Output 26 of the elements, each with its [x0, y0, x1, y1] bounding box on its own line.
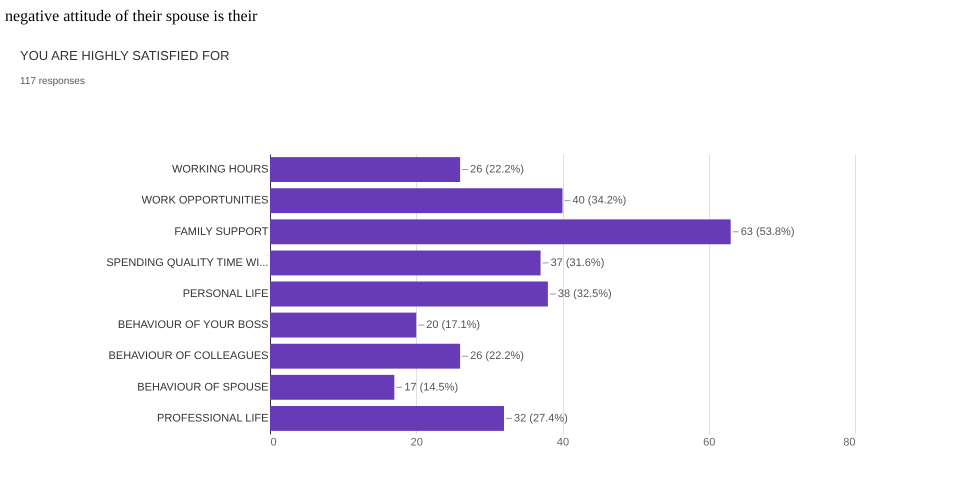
- y-tick-label: FAMILY SUPPORT: [174, 226, 269, 238]
- data-label: 40 (34.2%): [572, 194, 626, 207]
- y-tick-label: BEHAVIOUR OF SPOUSE: [137, 381, 268, 394]
- data-label: 63 (53.8%): [740, 226, 794, 238]
- y-tick-label: BEHAVIOUR OF COLLEAGUES: [108, 350, 268, 362]
- x-tick-label: 60: [703, 436, 716, 448]
- data-label: 26 (22.2%): [470, 350, 524, 362]
- text: negative attitude of their spouse is their: [5, 8, 258, 25]
- x-tick-label: 0: [270, 436, 277, 448]
- text: YOU ARE HIGHLY SATISFIED FOR: [20, 48, 230, 63]
- x-tick-label: 80: [843, 436, 856, 448]
- data-label: 20 (17.1%): [426, 319, 480, 332]
- x-tick-label: 40: [556, 436, 570, 448]
- data-label: 17 (14.5%): [404, 381, 458, 394]
- data-label: 32 (27.4%): [514, 412, 568, 424]
- data-label: 26 (22.2%): [470, 164, 524, 176]
- data-label: 37 (31.6%): [550, 256, 604, 269]
- y-tick-label: PERSONAL LIFE: [182, 288, 268, 300]
- y-tick-label: BEHAVIOUR OF YOUR BOSS: [118, 319, 268, 332]
- text: 117 responses: [20, 76, 85, 87]
- y-tick-label: PROFESSIONAL LIFE: [157, 412, 268, 424]
- y-tick-label: SPENDING QUALITY TIME WI...: [106, 256, 268, 269]
- y-tick-label: WORK OPPORTUNITIES: [142, 194, 268, 207]
- data-label: 38 (32.5%): [558, 288, 612, 300]
- y-tick-label: WORKING HOURS: [172, 164, 268, 176]
- x-tick-label: 20: [410, 436, 423, 448]
